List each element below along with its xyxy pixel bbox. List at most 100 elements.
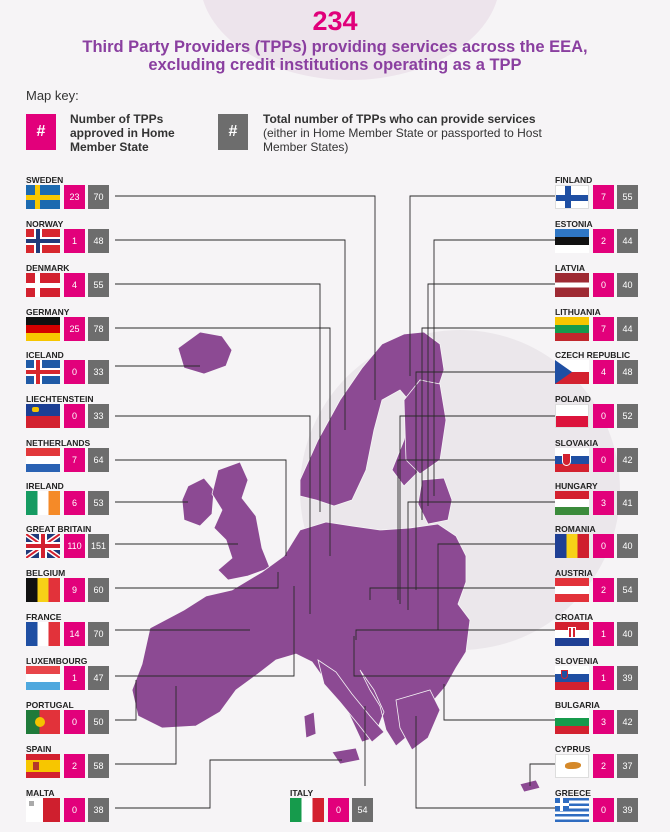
country-luxembourg: LUXEMBOURG 1 47 — [26, 656, 116, 696]
portugal-flag-icon — [26, 710, 60, 734]
total-count: 78 — [88, 317, 109, 341]
country-ireland: IRELAND 6 53 — [26, 481, 116, 521]
total-count: 58 — [88, 754, 109, 778]
country-belgium: BELGIUM 9 60 — [26, 568, 116, 608]
country-estonia: ESTONIA 2 44 — [555, 219, 645, 259]
czech-triangle-icon — [555, 360, 572, 384]
total-count: 48 — [88, 229, 109, 253]
country-name: GERMANY — [26, 307, 70, 317]
poland-flag-icon — [555, 404, 589, 428]
country-name: CYPRUS — [555, 744, 591, 754]
country-name: SLOVENIA — [555, 656, 599, 666]
home-count: 1 — [593, 666, 614, 690]
total-count: 44 — [617, 229, 638, 253]
country-name: GREAT BRITAIN — [26, 524, 92, 534]
country-name: LUXEMBOURG — [26, 656, 88, 666]
country-name: LIECHTENSTEIN — [26, 394, 94, 404]
home-count: 9 — [64, 578, 85, 602]
total-count: 41 — [617, 491, 638, 515]
key-total-label-rest: (either in Home Member State or passport… — [263, 126, 542, 154]
country-name: SWEDEN — [26, 175, 64, 185]
total-count: 44 — [617, 317, 638, 341]
country-name: HUNGARY — [555, 481, 598, 491]
country-liechtenstein: LIECHTENSTEIN 0 33 — [26, 394, 116, 434]
country-name: CZECH REPUBLIC — [555, 350, 631, 360]
total-count: 52 — [617, 404, 638, 428]
home-count: 23 — [64, 185, 85, 209]
country-france: FRANCE 14 70 — [26, 612, 116, 652]
home-count: 3 — [593, 491, 614, 515]
denmark-flag-icon — [26, 273, 60, 297]
country-finland: FINLAND 7 55 — [555, 175, 645, 215]
home-count: 14 — [64, 622, 85, 646]
total-count: 42 — [617, 448, 638, 472]
total-count: 40 — [617, 622, 638, 646]
total-count: 38 — [88, 798, 109, 822]
great-britain-flag-icon — [26, 534, 60, 558]
luxembourg-flag-icon — [26, 666, 60, 690]
romania-flag-icon — [555, 534, 589, 558]
country-name: IRELAND — [26, 481, 64, 491]
total-count: 50 — [88, 710, 109, 734]
country-name: GREECE — [555, 788, 591, 798]
italy-flag-icon — [290, 798, 324, 822]
country-slovakia: SLOVAKIA 0 42 — [555, 438, 645, 478]
country-name: ROMANIA — [555, 524, 596, 534]
hungary-flag-icon — [555, 491, 589, 515]
germany-flag-icon — [26, 317, 60, 341]
total-count: 55 — [617, 185, 638, 209]
home-count: 7 — [64, 448, 85, 472]
cyprus-flag-icon — [555, 754, 589, 778]
total-count: 39 — [617, 666, 638, 690]
title-line-2: excluding credit institutions operating … — [148, 56, 522, 74]
country-lithuania: LITHUANIA 7 44 — [555, 307, 645, 347]
slovakia-flag-icon — [555, 448, 589, 472]
home-count: 2 — [64, 754, 85, 778]
country-slovenia: SLOVENIA 1 39 — [555, 656, 645, 696]
home-count: 2 — [593, 578, 614, 602]
home-count: 0 — [593, 798, 614, 822]
finland-flag-icon — [555, 185, 589, 209]
total-count: 53 — [88, 491, 109, 515]
country-name: BULGARIA — [555, 700, 600, 710]
total-number: 234 — [312, 6, 358, 36]
greece-flag-icon — [555, 798, 589, 822]
home-count: 7 — [593, 185, 614, 209]
home-count: 4 — [593, 360, 614, 384]
total-count: 33 — [88, 360, 109, 384]
country-poland: POLAND 0 52 — [555, 394, 645, 434]
country-portugal: PORTUGAL 0 50 — [26, 700, 116, 740]
belgium-flag-icon — [26, 578, 60, 602]
home-count: 0 — [593, 534, 614, 558]
country-name: DENMARK — [26, 263, 70, 273]
austria-flag-icon — [555, 578, 589, 602]
home-count: 1 — [593, 622, 614, 646]
estonia-flag-icon — [555, 229, 589, 253]
total-count: 234 — [0, 6, 670, 37]
country-name: SPAIN — [26, 744, 52, 754]
key-total-label-bold: Total number of TPPs who can provide ser… — [263, 112, 536, 126]
home-count: 0 — [593, 273, 614, 297]
home-count: 0 — [64, 360, 85, 384]
home-count: 3 — [593, 710, 614, 734]
home-count: 0 — [64, 404, 85, 428]
country-name: LITHUANIA — [555, 307, 601, 317]
country-austria: AUSTRIA 2 54 — [555, 568, 645, 608]
home-count: 6 — [64, 491, 85, 515]
total-count: 151 — [88, 534, 109, 558]
country-name: ESTONIA — [555, 219, 593, 229]
home-count: 7 — [593, 317, 614, 341]
country-hungary: HUNGARY 3 41 — [555, 481, 645, 521]
country-name: POLAND — [555, 394, 591, 404]
total-count: 39 — [617, 798, 638, 822]
country-name: ITALY — [290, 788, 314, 798]
total-count: 40 — [617, 273, 638, 297]
total-count: 42 — [617, 710, 638, 734]
bulgaria-flag-icon — [555, 710, 589, 734]
country-name: LATVIA — [555, 263, 586, 273]
country-norway: NORWAY 1 48 — [26, 219, 116, 259]
country-denmark: DENMARK 4 55 — [26, 263, 116, 303]
total-count: 40 — [617, 534, 638, 558]
czech-republic-flag-icon — [555, 360, 589, 384]
